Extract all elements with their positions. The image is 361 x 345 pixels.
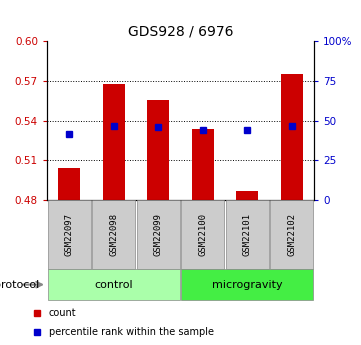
- Title: GDS928 / 6976: GDS928 / 6976: [128, 25, 233, 39]
- Bar: [48, 269, 180, 300]
- Bar: [137, 200, 180, 269]
- Text: microgravity: microgravity: [212, 280, 283, 289]
- Bar: [181, 200, 224, 269]
- Bar: [192, 129, 214, 200]
- Bar: [181, 269, 313, 300]
- Bar: [92, 200, 135, 269]
- Text: GSM22099: GSM22099: [154, 213, 163, 256]
- Text: GSM22098: GSM22098: [109, 213, 118, 256]
- Text: GSM22102: GSM22102: [287, 213, 296, 256]
- Bar: [147, 100, 169, 200]
- Bar: [280, 75, 303, 200]
- Bar: [48, 200, 91, 269]
- Text: GSM22097: GSM22097: [65, 213, 74, 256]
- Text: protocol: protocol: [0, 280, 40, 289]
- Text: GSM22100: GSM22100: [198, 213, 207, 256]
- Text: count: count: [49, 308, 77, 318]
- Text: control: control: [95, 280, 133, 289]
- Bar: [103, 84, 125, 200]
- Bar: [58, 168, 80, 200]
- Bar: [236, 191, 258, 200]
- Text: percentile rank within the sample: percentile rank within the sample: [49, 327, 214, 337]
- Bar: [270, 200, 313, 269]
- Bar: [226, 200, 269, 269]
- Text: GSM22101: GSM22101: [243, 213, 252, 256]
